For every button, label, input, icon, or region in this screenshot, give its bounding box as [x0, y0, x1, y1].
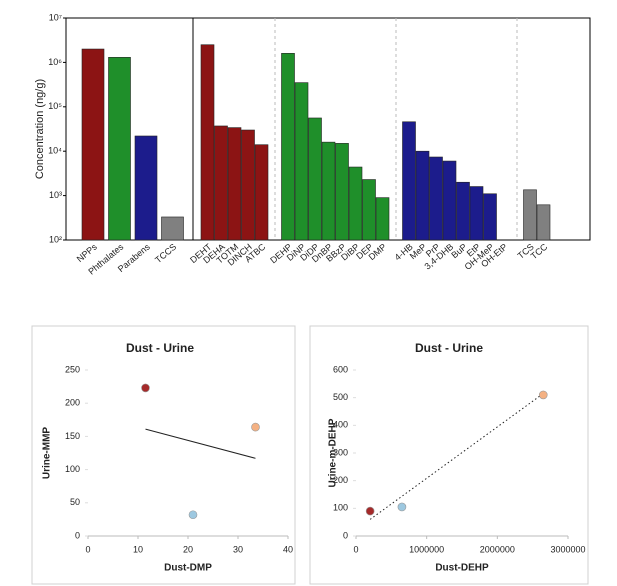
- bar: [523, 189, 537, 241]
- x-tick-label: TCC: [529, 241, 550, 261]
- bar: [362, 179, 376, 241]
- x-tick-label: 40: [283, 544, 293, 554]
- x-tick-label: 20: [183, 544, 193, 554]
- y-tick-label: 300: [333, 447, 348, 457]
- x-axis-title: Dust-DEHP: [435, 563, 489, 574]
- bar: [429, 156, 443, 241]
- point: [141, 383, 150, 393]
- x-tick-label: 10: [133, 544, 143, 554]
- bar: [254, 144, 269, 241]
- x-tick-label: 2000000: [480, 544, 515, 554]
- bar: [308, 117, 322, 241]
- y-axis-title: Concentration (ng/g): [34, 79, 46, 179]
- y-tick-label: 10⁶: [48, 57, 62, 67]
- bar: [214, 125, 228, 241]
- trendline: [369, 393, 544, 520]
- bar: [442, 160, 457, 241]
- bar: [415, 150, 430, 241]
- bar: [134, 135, 158, 241]
- y-tick-label: 250: [65, 364, 80, 374]
- y-tick-label: 150: [65, 431, 80, 441]
- x-tick-label: 0: [353, 544, 358, 554]
- point: [188, 510, 198, 520]
- y-tick-label: 10⁴: [48, 146, 62, 156]
- x-axis-title: Dust-DMP: [164, 563, 212, 574]
- chart-title: Dust - Urine: [415, 341, 483, 355]
- y-tick-label: 200: [65, 398, 80, 408]
- point: [251, 422, 260, 432]
- y-tick-label: 0: [343, 530, 348, 540]
- bar: [281, 53, 295, 241]
- bar: [375, 197, 390, 241]
- x-tick-label: 30: [233, 544, 243, 554]
- y-tick-label: 10³: [49, 190, 62, 200]
- panel-frame: [31, 325, 296, 585]
- bar: [294, 82, 309, 241]
- bar: [469, 186, 484, 241]
- y-tick-label: 0: [75, 530, 80, 540]
- bar: [108, 57, 131, 241]
- x-tick-label: 3000000: [550, 544, 585, 554]
- bar: [241, 129, 255, 241]
- y-tick-label: 50: [70, 497, 80, 507]
- point: [365, 506, 375, 516]
- bar: [227, 127, 242, 241]
- y-tick-label: 10⁷: [49, 12, 62, 22]
- y-tick-label: 100: [65, 464, 80, 474]
- y-tick-label: 500: [333, 392, 348, 402]
- point: [397, 502, 407, 512]
- y-axis-title: Urine-MMP: [42, 427, 53, 480]
- panel-frame: [309, 325, 589, 585]
- chart-title: Dust - Urine: [126, 341, 194, 355]
- x-tick-label: 1000000: [409, 544, 444, 554]
- point: [538, 390, 548, 400]
- y-axis-title: Urine-m-DEHP: [328, 418, 339, 487]
- y-tick-label: 10²: [49, 234, 62, 244]
- y-tick-label: 400: [333, 420, 348, 430]
- bar: [483, 193, 497, 241]
- bar: [456, 181, 470, 241]
- bar: [200, 44, 215, 241]
- trendline: [145, 428, 256, 459]
- bar: [536, 204, 551, 241]
- y-tick-label: 10⁵: [48, 101, 62, 111]
- bar: [335, 143, 349, 241]
- y-tick-label: 200: [333, 475, 348, 485]
- bar: [402, 121, 416, 241]
- x-tick-label: TCCS: [153, 242, 178, 265]
- y-tick-label: 600: [333, 364, 348, 374]
- bar: [161, 216, 184, 241]
- x-tick-label: 0: [85, 544, 90, 554]
- bar: [348, 166, 363, 241]
- y-tick-label: 100: [333, 503, 348, 513]
- bar: [321, 141, 336, 241]
- bar: [81, 48, 105, 241]
